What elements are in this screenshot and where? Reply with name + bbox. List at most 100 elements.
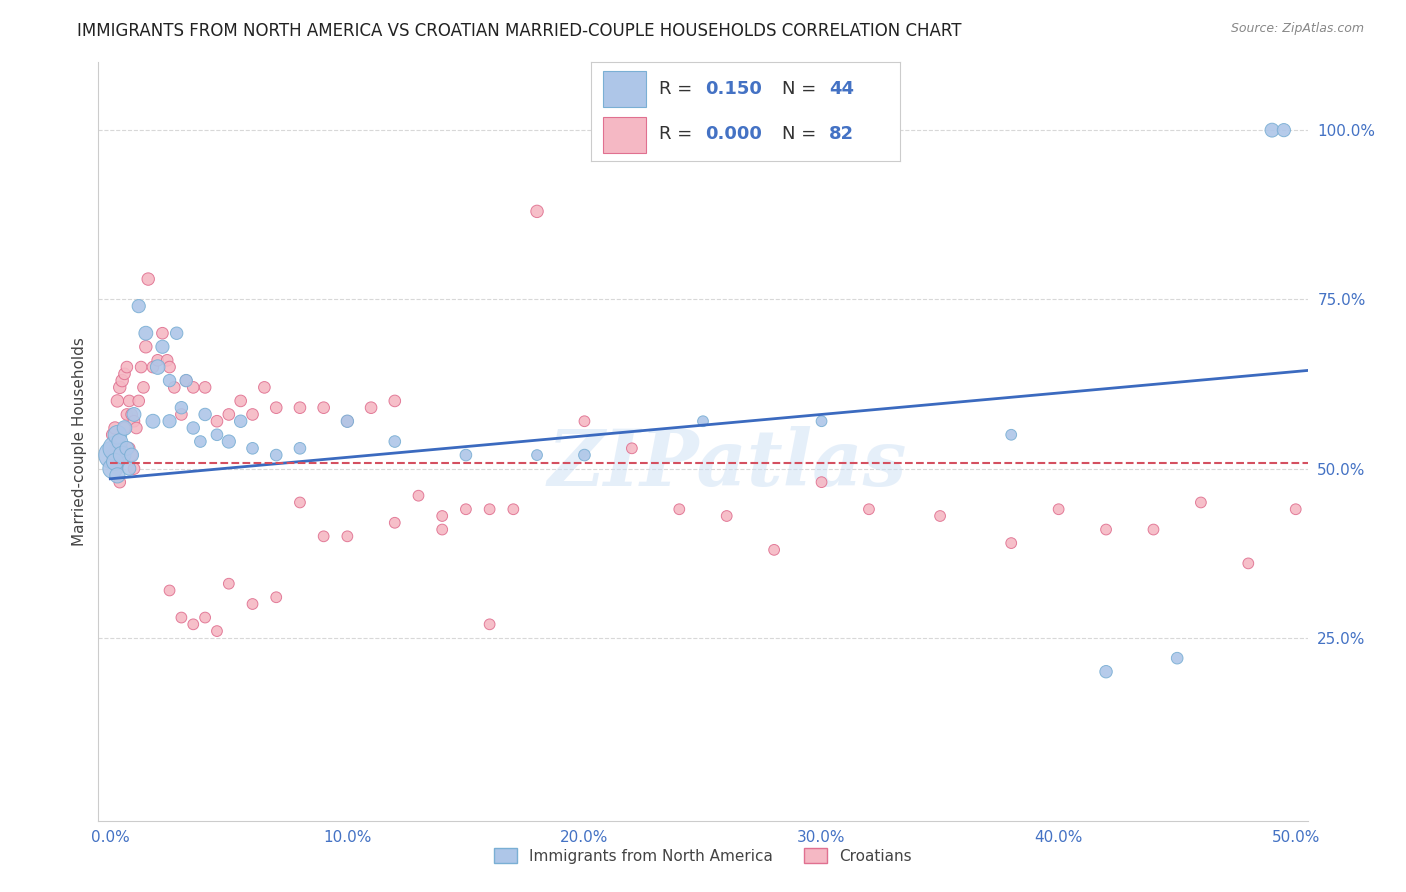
Point [181, 380, 204, 394]
Point [229, 414, 252, 428]
Point [526, 204, 548, 219]
Point [101, 448, 124, 462]
Point [135, 340, 157, 354]
Point [122, 461, 145, 475]
Point [142, 360, 165, 375]
FancyBboxPatch shape [603, 118, 647, 153]
Point [159, 583, 181, 598]
Text: R =: R = [658, 125, 697, 143]
Point [104, 421, 127, 435]
Point [218, 408, 240, 422]
Point [229, 393, 252, 408]
Point [205, 427, 228, 442]
Point [122, 414, 145, 428]
Point [384, 516, 406, 530]
Point [478, 502, 501, 516]
Point [384, 434, 406, 449]
Text: 0.150: 0.150 [704, 80, 762, 98]
Point [242, 442, 264, 456]
Point [1095, 665, 1118, 679]
Point [810, 414, 832, 428]
Point [384, 393, 406, 408]
Point [336, 414, 359, 428]
Point [115, 360, 138, 375]
Point [136, 272, 159, 286]
Point [1000, 536, 1022, 550]
Point [146, 353, 169, 368]
Text: ZIPatlas: ZIPatlas [547, 426, 907, 502]
Point [408, 489, 430, 503]
Point [142, 414, 165, 428]
FancyBboxPatch shape [603, 71, 647, 107]
Point [1261, 123, 1284, 137]
Point [108, 380, 131, 394]
Point [194, 610, 217, 624]
Point [181, 617, 204, 632]
Point [1237, 557, 1260, 571]
Point [118, 393, 141, 408]
Point [253, 380, 276, 394]
Point [125, 421, 148, 435]
Point [620, 442, 643, 456]
Point [312, 401, 335, 415]
Point [526, 448, 548, 462]
Point [502, 502, 524, 516]
Point [159, 374, 181, 388]
Point [336, 529, 359, 543]
Point [135, 326, 157, 341]
Point [454, 502, 477, 516]
Point [111, 374, 134, 388]
Point [118, 442, 141, 456]
Point [763, 542, 786, 557]
Point [156, 353, 179, 368]
Point [205, 624, 228, 639]
Point [121, 408, 143, 422]
Point [132, 380, 155, 394]
Point [432, 523, 454, 537]
Point [1142, 523, 1164, 537]
Point [111, 448, 134, 462]
Point [858, 502, 880, 516]
Text: 44: 44 [828, 80, 853, 98]
Point [692, 414, 714, 428]
Point [181, 421, 204, 435]
Point [312, 529, 335, 543]
Text: R =: R = [658, 80, 697, 98]
Point [574, 448, 596, 462]
Point [101, 461, 124, 475]
Point [360, 401, 382, 415]
Point [104, 442, 127, 456]
Point [129, 360, 152, 375]
Point [205, 414, 228, 428]
Point [159, 414, 181, 428]
Point [478, 617, 501, 632]
Point [194, 408, 217, 422]
Point [288, 442, 311, 456]
Text: N =: N = [782, 80, 823, 98]
Point [574, 414, 596, 428]
Text: 0.000: 0.000 [704, 125, 762, 143]
Point [111, 448, 134, 462]
Point [114, 367, 136, 381]
Point [194, 380, 217, 394]
Point [1189, 495, 1212, 509]
Text: N =: N = [782, 125, 823, 143]
Point [454, 448, 477, 462]
Point [170, 408, 193, 422]
Point [218, 576, 240, 591]
Point [152, 326, 174, 341]
Point [121, 448, 143, 462]
Point [170, 401, 193, 415]
Point [810, 475, 832, 490]
Point [264, 401, 287, 415]
Point [105, 468, 128, 483]
Point [174, 374, 197, 388]
Point [101, 427, 124, 442]
Point [114, 421, 136, 435]
Point [1285, 502, 1308, 516]
Point [716, 508, 738, 523]
Point [128, 299, 150, 313]
Point [166, 326, 188, 341]
Point [105, 461, 128, 475]
Point [1095, 523, 1118, 537]
